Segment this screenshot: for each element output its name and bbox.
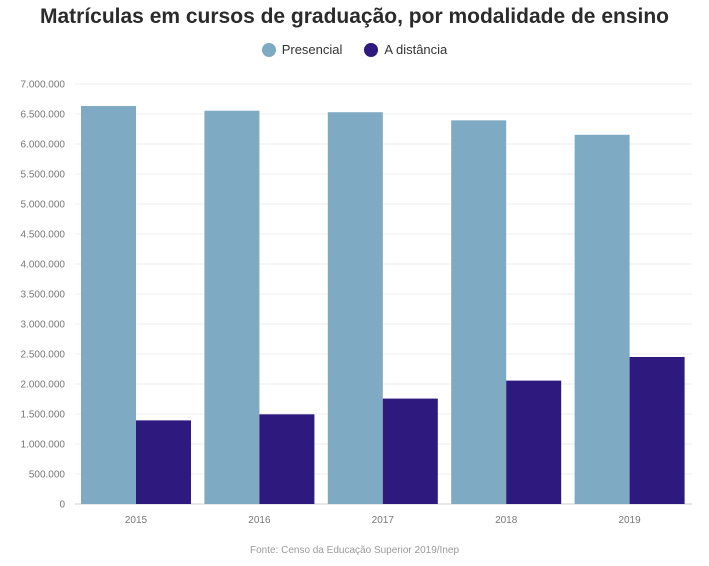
bar-a-distancia-2017 bbox=[382, 398, 438, 504]
y-tick-label: 5.000.000 bbox=[21, 200, 66, 211]
x-tick-label: 2017 bbox=[372, 515, 395, 526]
legend-label-a-distancia: A distância bbox=[384, 42, 448, 57]
bar-presencial-2015 bbox=[81, 105, 136, 504]
y-tick-label: 7.000.000 bbox=[21, 80, 66, 91]
y-tick-label: 3.000.000 bbox=[21, 320, 66, 331]
x-tick-label: 2018 bbox=[495, 515, 518, 526]
bar-a-distancia-2019 bbox=[629, 356, 685, 504]
y-tick-label: 4.000.000 bbox=[21, 260, 66, 271]
y-tick-label: 5.500.000 bbox=[21, 170, 66, 181]
y-tick-label: 0 bbox=[59, 500, 65, 511]
x-tick-label: 2019 bbox=[618, 515, 641, 526]
bar-presencial-2019 bbox=[574, 134, 630, 504]
source-note: Fonte: Censo da Educação Superior 2019/I… bbox=[249, 545, 460, 556]
x-tick-label: 2015 bbox=[125, 515, 148, 526]
y-tick-label: 4.500.000 bbox=[21, 230, 66, 241]
legend-swatch-presencial bbox=[261, 42, 276, 57]
y-tick-label: 6.500.000 bbox=[21, 110, 66, 121]
legend-label-presencial: Presencial bbox=[281, 42, 343, 57]
legend: Presencial A distância bbox=[0, 42, 709, 57]
legend-item-a-distancia[interactable]: A distância bbox=[364, 42, 447, 57]
bar-a-distancia-2018 bbox=[506, 380, 562, 504]
bar-presencial-2018 bbox=[451, 120, 507, 504]
bar-presencial-2017 bbox=[327, 112, 383, 504]
y-tick-label: 1.000.000 bbox=[21, 440, 66, 451]
bar-a-distancia-2015 bbox=[136, 420, 191, 504]
y-tick-label: 1.500.000 bbox=[21, 410, 66, 421]
y-tick-label: 3.500.000 bbox=[21, 290, 66, 301]
y-tick-label: 500.000 bbox=[29, 470, 66, 481]
legend-item-presencial[interactable]: Presencial bbox=[261, 42, 343, 57]
y-tick-label: 2.500.000 bbox=[21, 350, 66, 361]
bar-presencial-2016 bbox=[204, 110, 260, 505]
x-tick-label: 2016 bbox=[248, 515, 271, 526]
bar-a-distancia-2016 bbox=[259, 414, 315, 504]
chart-title: Matrículas em cursos de graduação, por m… bbox=[39, 5, 669, 28]
legend-swatch-a-distancia bbox=[364, 42, 379, 57]
y-tick-label: 2.000.000 bbox=[21, 380, 66, 391]
y-tick-label: 6.000.000 bbox=[21, 140, 66, 151]
